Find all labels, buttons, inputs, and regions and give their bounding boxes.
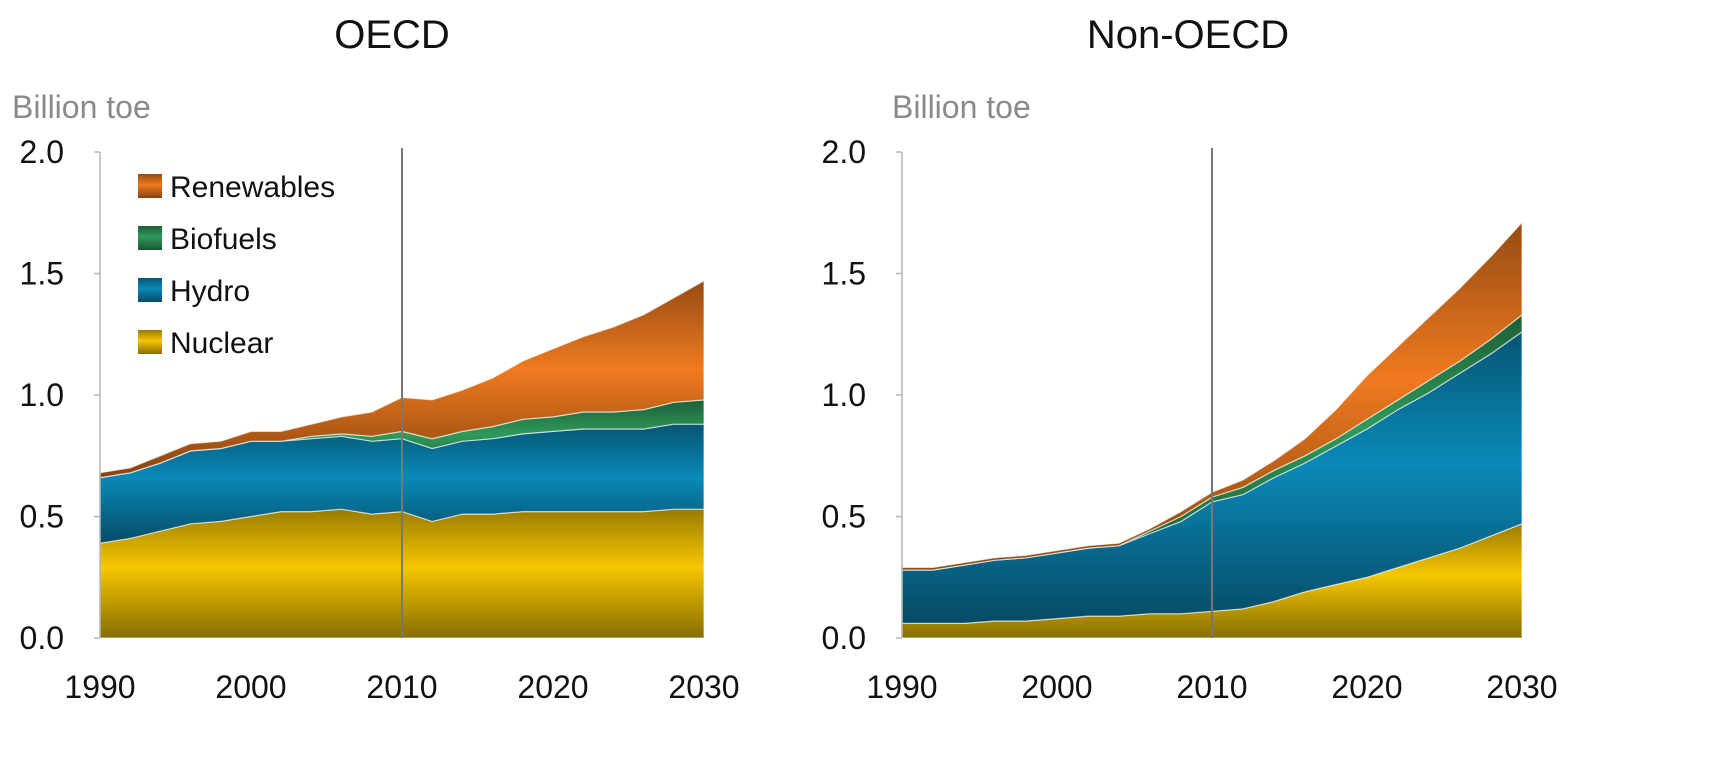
- legend-item-biofuels: Biofuels: [138, 223, 277, 256]
- legend-swatch-nuclear: [138, 330, 162, 354]
- oecd-y-tick-label: 0.5: [20, 499, 64, 535]
- oecd-x-tick-label: 1990: [64, 669, 135, 705]
- legend-label-nuclear: Nuclear: [170, 327, 273, 360]
- non-oecd-x-tick-label: 2010: [1176, 669, 1247, 705]
- legend-item-hydro: Hydro: [138, 275, 250, 308]
- oecd-x-tick-label: 2020: [517, 669, 588, 705]
- non-oecd-title: Non-OECD: [1087, 13, 1289, 57]
- legend-label-biofuels: Biofuels: [170, 223, 277, 256]
- oecd-x-ticks: 1990 2000 2010 2020 2030: [64, 669, 739, 705]
- legend-label-renewables: Renewables: [170, 171, 335, 204]
- legend-swatch-renewables: [138, 174, 162, 198]
- legend-swatch-biofuels: [138, 226, 162, 250]
- legend-swatch-hydro: [138, 278, 162, 302]
- non-oecd-panel: Non-OECD Billion toe 0.0 0.5 1.0 1.5 2.0 199…: [822, 13, 1558, 705]
- oecd-area-renewables: [99, 279, 705, 479]
- oecd-y-tick-label: 1.5: [20, 256, 64, 292]
- oecd-y-unit: Billion toe: [12, 89, 151, 125]
- oecd-title: OECD: [334, 13, 450, 57]
- non-oecd-x-ticks: 1990 2000 2010 2020 2030: [866, 669, 1557, 705]
- non-oecd-y-tick-label: 0.5: [822, 499, 866, 535]
- non-oecd-y-unit: Billion toe: [892, 89, 1031, 125]
- non-oecd-x-tick-label: 2030: [1486, 669, 1557, 705]
- oecd-panel: OECD Billion toe 0.0 0.5 1.0 1.5 2.0 1990 200…: [12, 13, 740, 705]
- non-oecd-y-tick-label: 0.0: [822, 620, 866, 656]
- non-oecd-y-tick-label: 1.5: [822, 256, 866, 292]
- legend-item-nuclear: Nuclear: [138, 327, 273, 360]
- non-oecd-y-ticks: 0.0 0.5 1.0 1.5 2.0: [822, 134, 902, 656]
- oecd-y-ticks: 0.0 0.5 1.0 1.5 2.0: [20, 134, 100, 656]
- non-oecd-x-tick-label: 2000: [1021, 669, 1092, 705]
- non-oecd-areas: [901, 220, 1523, 639]
- non-oecd-x-tick-label: 2020: [1331, 669, 1402, 705]
- oecd-y-tick-label: 0.0: [20, 620, 64, 656]
- oecd-legend: Renewables Biofuels Hydro Nuclear: [138, 171, 335, 360]
- oecd-x-tick-label: 2030: [668, 669, 739, 705]
- legend-label-hydro: Hydro: [170, 275, 250, 308]
- legend-item-renewables: Renewables: [138, 171, 335, 204]
- oecd-y-tick-label: 2.0: [20, 134, 64, 170]
- non-oecd-x-tick-label: 1990: [866, 669, 937, 705]
- non-oecd-area-renewables: [901, 220, 1523, 571]
- oecd-y-tick-label: 1.0: [20, 377, 64, 413]
- oecd-x-tick-label: 2000: [215, 669, 286, 705]
- non-oecd-y-tick-label: 1.0: [822, 377, 866, 413]
- oecd-x-tick-label: 2010: [366, 669, 437, 705]
- non-oecd-y-tick-label: 2.0: [822, 134, 866, 170]
